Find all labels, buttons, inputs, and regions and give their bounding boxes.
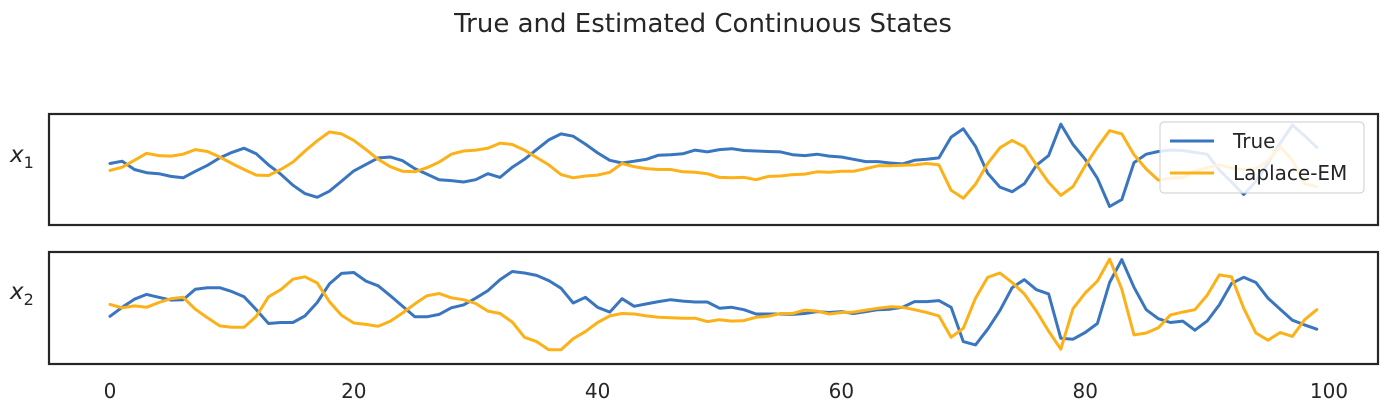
legend-label-true: True [1232,129,1275,153]
panel-x2-ylabel-sub: 2 [24,290,34,309]
panel-x1-series-true [108,122,1319,208]
x-tick-label-100: 100 [1310,379,1348,403]
panel-x2-ylabel: x2 [9,279,34,309]
panel-x1-series-laplace-em [108,129,1319,200]
x-tick-label-20: 20 [341,379,366,403]
panel-x1-ylabel-base: x [9,142,24,168]
chart-title: True and Estimated Continuous States [453,9,952,39]
x-tick-label-40: 40 [585,379,610,403]
legend-label-laplace-em: Laplace-EM [1233,161,1347,185]
x-axis-ticks: 0 20 40 60 80 100 [104,379,1348,403]
panel-x1-ylabel-sub: 1 [24,153,34,172]
x-tick-label-80: 80 [1072,379,1097,403]
panel-x2-frame [47,250,1380,366]
x-tick-label-60: 60 [829,379,854,403]
panel-x2: x2 0 20 40 60 80 100 [9,250,1380,403]
panel-x2-ylabel-base: x [9,279,24,305]
panel-x1: x1 True Laplace-EM [9,112,1380,227]
panel-x2-series-laplace-em [108,257,1319,352]
panel-x1-frame [47,112,1380,227]
x-tick-label-0: 0 [104,379,117,403]
legend: True Laplace-EM [1159,121,1365,194]
panel-x1-ylabel: x1 [9,142,34,172]
